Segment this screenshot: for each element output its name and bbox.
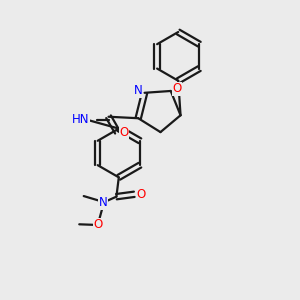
Text: N: N [99, 196, 107, 209]
Text: HN: HN [72, 113, 90, 126]
Text: O: O [119, 126, 129, 139]
Text: O: O [136, 188, 146, 201]
Text: O: O [172, 82, 182, 95]
Text: O: O [93, 218, 103, 231]
Text: N: N [134, 84, 142, 97]
